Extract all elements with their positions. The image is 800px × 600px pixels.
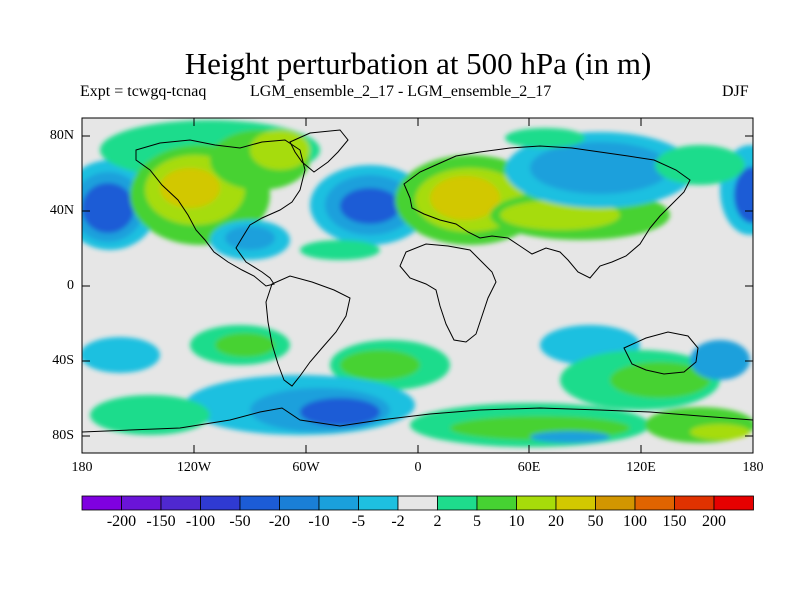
- contour-spac-3: [215, 333, 275, 357]
- contour-greenland-2: [250, 130, 310, 170]
- colorbar-swatch: [279, 495, 320, 511]
- lat-label-40s: 40S: [52, 353, 74, 368]
- colorbar-swatch: [674, 495, 715, 511]
- colorbar-label: 10: [508, 513, 525, 530]
- colorbar-swatch: [397, 495, 438, 511]
- colorbar-label: 5: [473, 513, 481, 530]
- colorbar-label: 100: [623, 513, 647, 530]
- contour-subtrop-1: [300, 240, 380, 260]
- contour-spac-e: [690, 340, 750, 380]
- lon-label-180-east: 180: [742, 460, 764, 475]
- lat-label-80s: 80S: [52, 428, 74, 443]
- contour-spac-1: [82, 337, 160, 373]
- colorbar-swatch: [516, 495, 557, 511]
- contour-npac-ne: [655, 145, 745, 185]
- colorbar-label: 150: [662, 513, 687, 530]
- colorbar-label: 2: [433, 513, 442, 530]
- colorbar-label: 50: [587, 513, 604, 530]
- lon-label-180-west: 180: [71, 460, 93, 475]
- lat-label-80n: 80N: [49, 128, 74, 143]
- coast-greenland: [289, 129, 349, 173]
- coast-north-america: [135, 139, 306, 287]
- lon-label-0: 0: [414, 460, 422, 475]
- contour-field: [82, 118, 753, 453]
- contour-eurasia-3: [430, 176, 500, 220]
- contour-antarctic-1: [90, 395, 210, 435]
- contour-natl-3: [340, 188, 400, 224]
- colorbar-swatch: [476, 495, 517, 511]
- colorbar-swatch: [239, 495, 280, 511]
- colorbar-label: -10: [308, 513, 330, 530]
- colorbar-swatch: [713, 495, 754, 511]
- lat-label-40n: 40N: [49, 203, 74, 218]
- colorbar-label: -150: [146, 513, 176, 530]
- experiment-label: Expt = tcwgq-tcnaq: [80, 83, 207, 100]
- map-title: Height perturbation at 500 hPa (in m): [184, 46, 652, 81]
- colorbar-swatch: [318, 495, 359, 511]
- contour-socean-3: [300, 398, 380, 426]
- colorbar-label: 200: [702, 513, 726, 530]
- colorbar-swatch: [595, 495, 636, 511]
- colorbar-swatch: [437, 495, 478, 511]
- colorbar-label: -5: [351, 513, 366, 530]
- comparison-label: LGM_ensemble_2_17 - LGM_ensemble_2_17: [250, 83, 552, 100]
- axis-ticks: [82, 118, 753, 453]
- coast-africa: [399, 243, 497, 343]
- lon-label-120w: 120W: [176, 460, 212, 475]
- colorbar-label: -100: [185, 513, 216, 530]
- season-label: DJF: [722, 83, 749, 100]
- colorbar-label: 20: [548, 513, 564, 530]
- coast-eurasia: [403, 145, 691, 279]
- colorbar-swatch: [121, 495, 162, 511]
- colorbar-swatch: [634, 495, 675, 511]
- colorbar-label: -50: [229, 513, 251, 530]
- coast-antarctica: [82, 407, 753, 433]
- colorbar: [81, 495, 754, 511]
- contour-namer-3: [160, 168, 220, 208]
- coastlines: [82, 129, 753, 433]
- colorbar-label: -2: [391, 513, 405, 530]
- coast-south-america: [265, 275, 351, 387]
- colorbar-label: -200: [106, 513, 137, 530]
- colorbar-label: -20: [268, 513, 291, 530]
- lon-label-60w: 60W: [292, 460, 320, 475]
- contour-antarctic-5: [690, 424, 750, 440]
- contour-npac-east-2: [734, 167, 753, 223]
- contour-satl-2: [340, 350, 420, 380]
- contour-siberia-2: [530, 142, 670, 194]
- coast-australia: [623, 331, 699, 375]
- lon-label-120e: 120E: [626, 460, 656, 475]
- contour-npac-3: [82, 183, 134, 233]
- colorbar-swatch: [200, 495, 241, 511]
- contour-arctic-2: [505, 128, 585, 148]
- colorbar-swatch: [555, 495, 596, 511]
- colorbar-swatch: [81, 495, 122, 511]
- lat-label-0: 0: [67, 278, 74, 293]
- contour-antarctic-6: [530, 431, 610, 443]
- colorbar-swatch: [160, 495, 201, 511]
- colorbar-swatch: [358, 495, 399, 511]
- contour-gulf-2: [225, 226, 275, 250]
- lon-label-60e: 60E: [517, 460, 541, 475]
